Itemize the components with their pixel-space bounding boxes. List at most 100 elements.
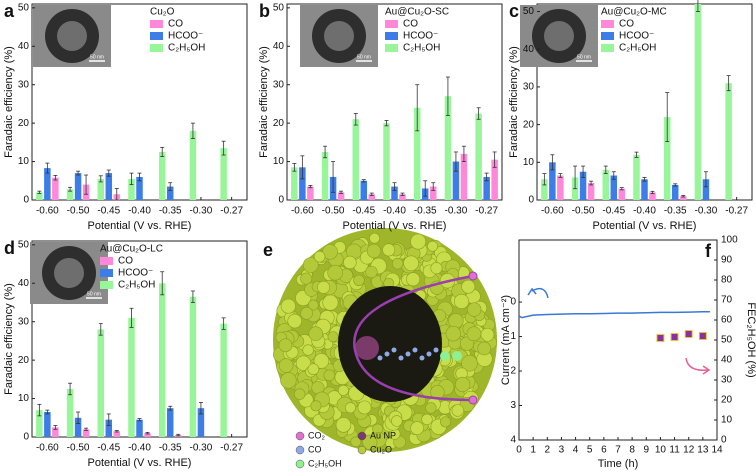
y-tick-label: 50 bbox=[523, 6, 535, 17]
inset-core bbox=[57, 21, 87, 51]
error-bar bbox=[160, 271, 165, 296]
bar bbox=[337, 192, 345, 200]
error-bar bbox=[400, 192, 405, 196]
bar bbox=[291, 167, 298, 200]
scale-bar-label: 50 nm bbox=[90, 54, 104, 60]
x-axis-label: Potential (V vs. RHE) bbox=[88, 220, 192, 232]
bar bbox=[105, 173, 113, 200]
au-np bbox=[355, 336, 379, 360]
cu2o-grain bbox=[310, 400, 322, 412]
cu2o-grain bbox=[280, 372, 297, 389]
error-bar bbox=[106, 169, 111, 177]
error-bar bbox=[145, 431, 150, 435]
error-bar bbox=[611, 171, 616, 180]
bar bbox=[158, 151, 166, 200]
error-bar bbox=[129, 307, 134, 328]
x-tick-label: -0.60 bbox=[36, 206, 59, 217]
y-tick-label: 10 bbox=[273, 156, 285, 167]
cu2o-grain bbox=[322, 294, 339, 311]
error-bar bbox=[634, 151, 639, 158]
bar bbox=[352, 119, 360, 200]
current-line bbox=[518, 310, 710, 319]
co-molecule bbox=[384, 351, 390, 357]
scale-bar-label: 50 nm bbox=[357, 54, 371, 60]
error-bar bbox=[137, 172, 142, 182]
cu2o-grain bbox=[406, 272, 421, 287]
error-bar bbox=[650, 190, 655, 194]
error-bar bbox=[461, 145, 466, 162]
cu2o-grain bbox=[391, 257, 404, 270]
bar bbox=[452, 161, 460, 200]
y2-tick-label: 70 bbox=[721, 295, 733, 306]
cu2o-grain bbox=[455, 376, 471, 393]
x-tick-label: -0.40 bbox=[633, 206, 656, 217]
bar bbox=[368, 194, 376, 200]
y2-tick-label: 30 bbox=[721, 375, 733, 386]
cavity bbox=[338, 286, 442, 402]
x-tick-label: -0.30 bbox=[695, 206, 718, 217]
error-bar bbox=[384, 120, 389, 127]
error-bar bbox=[114, 188, 119, 201]
bar bbox=[36, 192, 43, 200]
cu2o-grain bbox=[425, 402, 437, 414]
error-bar bbox=[681, 195, 686, 198]
arrow-head bbox=[527, 287, 537, 296]
error-bar bbox=[98, 175, 103, 183]
cu2o-grain bbox=[287, 313, 302, 329]
arrow bbox=[531, 287, 549, 299]
y2-tick-label: 20 bbox=[721, 395, 733, 406]
y-tick-label: 30 bbox=[18, 79, 30, 90]
bar bbox=[475, 113, 482, 200]
error-bar bbox=[619, 187, 624, 191]
error-bar bbox=[558, 173, 563, 178]
error-bar bbox=[369, 192, 374, 196]
x-tick-label: -0.27 bbox=[220, 206, 243, 217]
error-bar bbox=[353, 113, 358, 126]
y-tick-label: 3 bbox=[510, 400, 516, 411]
y-tick-label: 10 bbox=[523, 157, 535, 168]
legend-label: C₂H₅OH bbox=[403, 43, 440, 54]
x-tick-label: -0.40 bbox=[128, 206, 151, 217]
co-molecule bbox=[419, 355, 425, 361]
error-bar bbox=[176, 433, 181, 437]
legend-label: C₂H₅OH bbox=[308, 458, 342, 468]
x-tick-label: -0.35 bbox=[159, 443, 182, 454]
legend-swatch bbox=[385, 20, 398, 28]
bar bbox=[136, 176, 143, 200]
bar bbox=[483, 176, 490, 200]
cu2o-grain bbox=[300, 306, 313, 320]
inset-core bbox=[324, 21, 354, 51]
legend-label: CO bbox=[168, 19, 183, 30]
legend-label: CO bbox=[308, 444, 322, 454]
y-tick-label: 40 bbox=[18, 41, 30, 52]
error-bar bbox=[673, 183, 678, 187]
bar bbox=[299, 167, 306, 200]
x-tick-label: -0.60 bbox=[291, 206, 314, 217]
x-tick-label: -0.45 bbox=[352, 206, 375, 217]
error-bar bbox=[550, 154, 555, 171]
plot-frame bbox=[518, 239, 718, 441]
y-tick-label: 0 bbox=[278, 195, 284, 206]
cu2o-grain bbox=[391, 415, 403, 427]
cu2o-grain bbox=[337, 384, 349, 396]
co2-marker bbox=[468, 271, 478, 281]
y-tick-label: 0 bbox=[23, 432, 29, 443]
error-bar bbox=[361, 179, 366, 183]
legend-title: Cu₂O bbox=[150, 7, 175, 18]
bar bbox=[113, 431, 121, 437]
error-bar bbox=[589, 180, 594, 186]
error-bar bbox=[84, 427, 89, 431]
legend-title: Au@Cu₂O-MC bbox=[601, 7, 667, 18]
legend-swatch bbox=[601, 44, 614, 52]
legend-label: HCOO⁻ bbox=[403, 31, 438, 42]
cu2o-grain bbox=[461, 354, 478, 372]
bar bbox=[413, 107, 421, 200]
error-bar bbox=[221, 140, 226, 156]
panel-letter: c bbox=[509, 1, 519, 21]
bar bbox=[74, 173, 82, 200]
bar bbox=[166, 408, 174, 437]
bar bbox=[557, 175, 564, 200]
cu2o-grain bbox=[427, 240, 438, 252]
legend-label: HCOO⁻ bbox=[168, 31, 203, 42]
cu2o-grain bbox=[295, 355, 312, 371]
